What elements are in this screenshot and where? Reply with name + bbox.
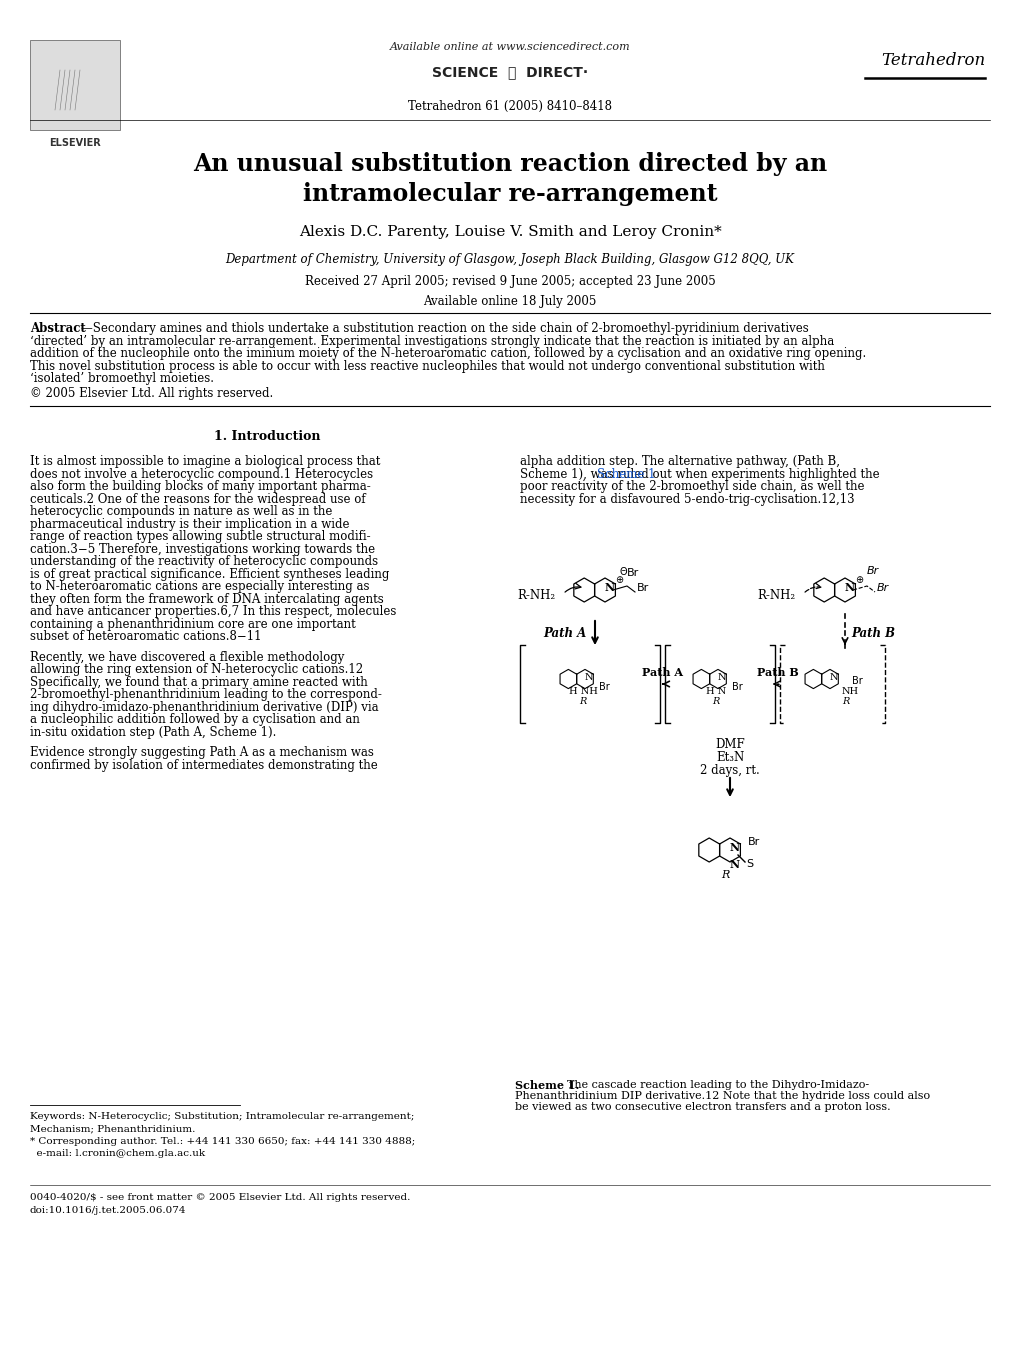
Text: Evidence strongly suggesting Path A as a mechanism was: Evidence strongly suggesting Path A as a…: [30, 746, 374, 759]
Text: ELSEVIER: ELSEVIER: [49, 137, 101, 148]
Text: also form the building blocks of many important pharma-: also form the building blocks of many im…: [30, 480, 370, 493]
Text: N: N: [730, 841, 740, 852]
Text: The cascade reaction leading to the Dihydro-Imidazo-: The cascade reaction leading to the Dihy…: [567, 1081, 868, 1090]
Text: Scheme 1.: Scheme 1.: [515, 1081, 579, 1092]
Text: It is almost impossible to imagine a biological process that: It is almost impossible to imagine a bio…: [30, 455, 380, 468]
Text: R: R: [711, 697, 719, 705]
Text: Specifically, we found that a primary amine reacted with: Specifically, we found that a primary am…: [30, 675, 368, 689]
Text: ‘isolated’ bromoethyl moieties.: ‘isolated’ bromoethyl moieties.: [30, 372, 214, 385]
Text: in-situ oxidation step (Path A, Scheme 1).: in-situ oxidation step (Path A, Scheme 1…: [30, 725, 276, 739]
Text: Br: Br: [598, 682, 609, 691]
Text: ceuticals.2 One of the reasons for the widespread use of: ceuticals.2 One of the reasons for the w…: [30, 493, 365, 505]
Text: N: N: [584, 672, 593, 682]
Text: understanding of the reactivity of heterocyclic compounds: understanding of the reactivity of heter…: [30, 555, 378, 568]
Text: N: N: [730, 860, 740, 871]
Text: doi:10.1016/j.tet.2005.06.074: doi:10.1016/j.tet.2005.06.074: [30, 1206, 186, 1215]
Text: Br: Br: [876, 583, 889, 593]
Text: H N: H N: [705, 686, 726, 695]
Text: NH: NH: [841, 686, 858, 695]
Text: be viewed as two consecutive electron transfers and a proton loss.: be viewed as two consecutive electron tr…: [515, 1102, 890, 1112]
Text: and have anticancer properties.6,7 In this respect, molecules: and have anticancer properties.6,7 In th…: [30, 606, 396, 618]
Text: subset of heteroaromatic cations.8−11: subset of heteroaromatic cations.8−11: [30, 630, 261, 642]
Text: ‘directed’ by an intramolecular re-arrangement. Experimental investigations stro: ‘directed’ by an intramolecular re-arran…: [30, 335, 834, 347]
Text: S: S: [745, 859, 752, 870]
Text: —Secondary amines and thiols undertake a substitution reaction on the side chain: —Secondary amines and thiols undertake a…: [81, 323, 808, 335]
Text: ⊕: ⊕: [614, 574, 623, 585]
Text: Available online at www.sciencedirect.com: Available online at www.sciencedirect.co…: [389, 42, 630, 52]
Text: Keywords: N-Heterocyclic; Substitution; Intramolecular re-arrangement;: Keywords: N-Heterocyclic; Substitution; …: [30, 1112, 414, 1121]
Text: to N-heteroaromatic cations are especially interesting as: to N-heteroaromatic cations are especial…: [30, 580, 369, 593]
Text: Mechanism; Phenanthridinium.: Mechanism; Phenanthridinium.: [30, 1124, 196, 1132]
Text: intramolecular re-arrangement: intramolecular re-arrangement: [303, 182, 716, 206]
Text: range of reaction types allowing subtle structural modifi-: range of reaction types allowing subtle …: [30, 529, 370, 543]
Text: Br: Br: [866, 566, 878, 576]
Text: © 2005 Elsevier Ltd. All rights reserved.: © 2005 Elsevier Ltd. All rights reserved…: [30, 387, 273, 400]
Bar: [30, 39, 120, 131]
Text: Br: Br: [627, 568, 639, 578]
Text: ⊕: ⊕: [854, 574, 862, 585]
Text: R: R: [579, 697, 586, 705]
Text: N: N: [717, 672, 726, 682]
Text: R-NH₂: R-NH₂: [517, 588, 554, 602]
Text: R: R: [720, 870, 729, 881]
Text: Path B: Path B: [756, 667, 798, 678]
Text: Phenanthridinium DIP derivative.12 Note that the hydride loss could also: Phenanthridinium DIP derivative.12 Note …: [515, 1092, 929, 1101]
Text: Department of Chemistry, University of Glasgow, Joseph Black Building, Glasgow G: Department of Chemistry, University of G…: [225, 253, 794, 265]
Text: R-NH₂: R-NH₂: [756, 588, 794, 602]
Text: Path A: Path A: [641, 667, 683, 678]
Text: Et₃N: Et₃N: [715, 751, 744, 764]
Text: heterocyclic compounds in nature as well as in the: heterocyclic compounds in nature as well…: [30, 505, 332, 519]
Text: Scheme 1), was ruled out when experiments highlighted the: Scheme 1), was ruled out when experiment…: [520, 467, 878, 480]
Text: is of great practical significance. Efficient syntheses leading: is of great practical significance. Effi…: [30, 568, 389, 581]
Text: 1. Introduction: 1. Introduction: [214, 430, 320, 442]
Text: Alexis D.C. Parenty, Louise V. Smith and Leroy Cronin*: Alexis D.C. Parenty, Louise V. Smith and…: [299, 225, 720, 240]
Text: N: N: [604, 581, 614, 592]
Text: An unusual substitution reaction directed by an: An unusual substitution reaction directe…: [193, 152, 826, 176]
Text: Br: Br: [637, 583, 649, 593]
Text: Recently, we have discovered a flexible methodology: Recently, we have discovered a flexible …: [30, 651, 344, 664]
Text: 2-bromoethyl-phenanthridinium leading to the correspond-: 2-bromoethyl-phenanthridinium leading to…: [30, 689, 381, 701]
Text: H NH: H NH: [568, 686, 597, 695]
Text: a nucleophilic addition followed by a cyclisation and an: a nucleophilic addition followed by a cy…: [30, 713, 360, 725]
Text: Abstract: Abstract: [30, 323, 86, 335]
Text: e-mail: l.cronin@chem.gla.ac.uk: e-mail: l.cronin@chem.gla.ac.uk: [30, 1149, 205, 1158]
Text: 2 days, rt.: 2 days, rt.: [699, 764, 759, 777]
Text: Tetrahedron: Tetrahedron: [879, 52, 984, 69]
Text: 0040-4020/$ - see front matter © 2005 Elsevier Ltd. All rights reserved.: 0040-4020/$ - see front matter © 2005 El…: [30, 1194, 410, 1202]
Text: confirmed by isolation of intermediates demonstrating the: confirmed by isolation of intermediates …: [30, 758, 377, 772]
Text: N: N: [844, 581, 854, 592]
Text: Br: Br: [732, 682, 742, 691]
Text: Tetrahedron 61 (2005) 8410–8418: Tetrahedron 61 (2005) 8410–8418: [408, 99, 611, 113]
Text: N: N: [828, 672, 838, 682]
Text: Received 27 April 2005; revised 9 June 2005; accepted 23 June 2005: Received 27 April 2005; revised 9 June 2…: [305, 275, 714, 289]
Text: SCIENCE  ⓐ  DIRECT·: SCIENCE ⓐ DIRECT·: [431, 65, 588, 79]
Text: R: R: [841, 697, 849, 705]
Text: Br: Br: [851, 676, 862, 686]
Text: addition of the nucleophile onto the iminium moiety of the N-heteroaromatic cati: addition of the nucleophile onto the imi…: [30, 347, 865, 361]
Text: Scheme 1: Scheme 1: [596, 467, 655, 480]
Text: pharmaceutical industry is their implication in a wide: pharmaceutical industry is their implica…: [30, 517, 350, 531]
Text: poor reactivity of the 2-bromoethyl side chain, as well the: poor reactivity of the 2-bromoethyl side…: [520, 480, 864, 493]
Text: Path B: Path B: [850, 626, 894, 640]
Text: does not involve a heterocyclic compound.1 Heterocycles: does not involve a heterocyclic compound…: [30, 467, 373, 480]
Text: necessity for a disfavoured 5-endo-trig-cyclisation.12,13: necessity for a disfavoured 5-endo-trig-…: [520, 493, 854, 505]
Text: cation.3−5 Therefore, investigations working towards the: cation.3−5 Therefore, investigations wor…: [30, 543, 375, 555]
Text: * Corresponding author. Tel.: +44 141 330 6650; fax: +44 141 330 4888;: * Corresponding author. Tel.: +44 141 33…: [30, 1136, 415, 1146]
Text: Θ: Θ: [619, 568, 627, 577]
Text: they often form the framework of DNA intercalating agents: they often form the framework of DNA int…: [30, 592, 383, 606]
Text: containing a phenanthridinium core are one important: containing a phenanthridinium core are o…: [30, 618, 356, 630]
Text: Path A: Path A: [543, 626, 586, 640]
Text: This novel substitution process is able to occur with less reactive nucleophiles: This novel substitution process is able …: [30, 359, 824, 373]
Text: alpha addition step. The alternative pathway, (Path B,: alpha addition step. The alternative pat…: [520, 455, 840, 468]
Text: DMF: DMF: [714, 738, 744, 751]
Text: Br: Br: [747, 837, 759, 847]
Text: ing dihydro-imidazo-phenanthridinium derivative (DIP) via: ing dihydro-imidazo-phenanthridinium der…: [30, 701, 378, 713]
Text: allowing the ring extension of N-heterocyclic cations.12: allowing the ring extension of N-heteroc…: [30, 663, 363, 676]
Text: Available online 18 July 2005: Available online 18 July 2005: [423, 295, 596, 308]
